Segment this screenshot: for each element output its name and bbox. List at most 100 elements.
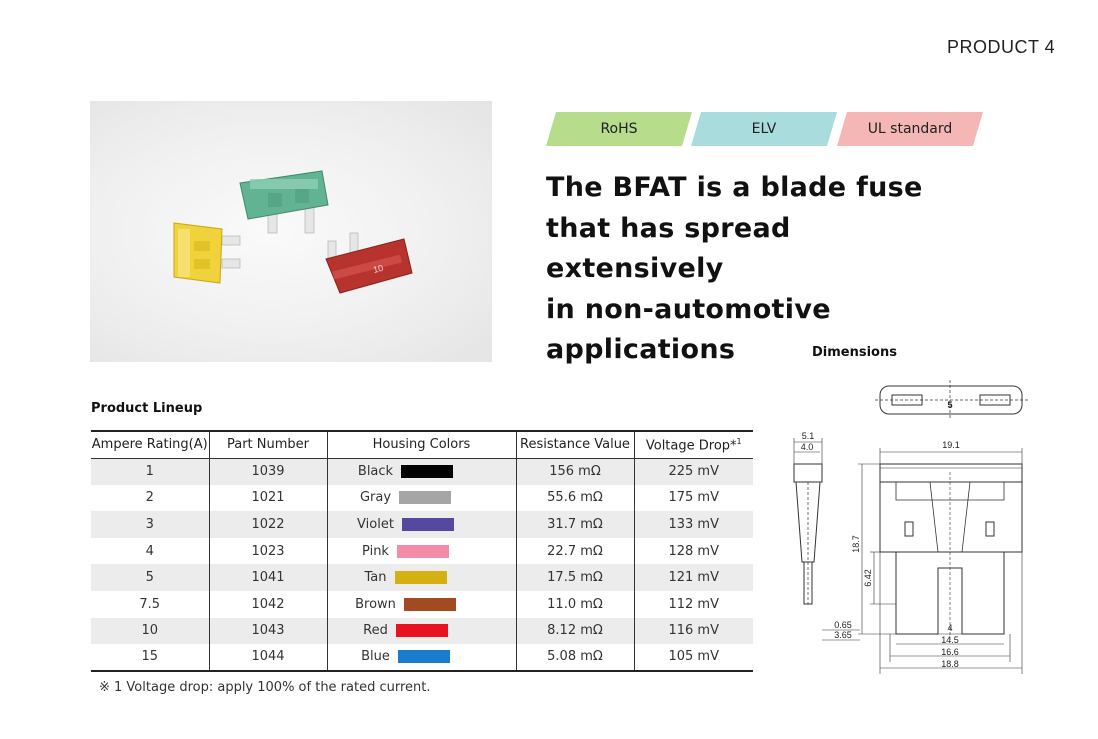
cell-part-number: 1022 [208,511,327,538]
dim-label: 16.6 [941,647,959,657]
table-row: 3 1022 Violet 31.7 mΩ 133 mV [91,511,753,538]
color-swatch [401,465,454,479]
color-swatch [395,624,448,638]
cell-part-number: 1044 [208,644,327,672]
cell-ampere: 5 [91,564,209,591]
header-housing-colors: Housing Colors [326,430,516,459]
color-name: Blue [361,649,390,665]
dim-label: 14.5 [941,635,959,645]
color-swatch [401,517,454,531]
table-body: 1 1039 Black 156 mΩ 225 mV 2 1021 Gray 55.6 mΩ 17… [91,458,753,672]
cell-housing-color: Red [326,617,516,645]
cell-voltage-drop: 175 mV [633,484,753,512]
dimension-drawing: 5 5.1 4.0 19.1 18.7 6.42 0.65 3.65 4 14.… [793,380,1028,674]
cell-ampere: 3 [91,511,209,538]
cell-part-number: 1042 [208,590,327,618]
dim-label: 19.1 [942,440,960,450]
header-part-number: Part Number [208,430,327,459]
color-swatch [394,571,447,585]
color-name: Violet [357,516,394,532]
badge-rohs: RoHS [546,112,692,146]
footnote: ※ 1 Voltage drop: apply 100% of the rate… [99,680,431,695]
cell-ampere: 10 [91,617,209,645]
cell-ampere: 1 [91,458,209,485]
table-row: 1 1039 Black 156 mΩ 225 mV [91,458,753,485]
cell-part-number: 1041 [208,564,327,591]
badge-elv: ELV [691,112,837,146]
cell-voltage-drop: 105 mV [633,644,753,672]
cell-voltage-drop: 121 mV [633,564,753,591]
cell-voltage-drop: 133 mV [633,511,753,538]
badge-ul-standard: UL standard [837,112,983,146]
dim-label: 5.1 [802,431,815,441]
cell-voltage-drop: 116 mV [633,617,753,645]
cell-housing-color: Violet [326,511,516,538]
yellow-fuse [173,222,241,284]
dim-label: 6.42 [863,569,873,587]
cell-housing-color: Tan [326,564,516,591]
red-fuse: 10 [325,232,413,294]
cell-voltage-drop: 128 mV [633,537,753,565]
cell-voltage-drop: 112 mV [633,590,753,618]
color-swatch [399,491,452,505]
page-label: PRODUCT 4 [947,37,1056,57]
cell-resistance: 5.08 mΩ [515,644,634,672]
headline-line: that has spread extensively [546,212,791,285]
table-row: 4 1023 Pink 22.7 mΩ 128 mV [91,537,753,565]
dim-label: 18.7 [851,535,861,553]
headline-line: The BFAT is a blade fuse [546,172,923,203]
table-row: 7.5 1042 Brown 11.0 mΩ 112 mV [91,590,753,618]
cell-resistance: 8.12 mΩ [515,617,634,645]
headline-line: in non-automotive [546,293,831,325]
cell-resistance: 31.7 mΩ [515,511,634,538]
color-swatch [396,544,449,558]
cell-part-number: 1039 [208,458,327,485]
cell-resistance: 17.5 mΩ [515,564,634,591]
cell-resistance: 22.7 mΩ [515,537,634,565]
table-row: 2 1021 Gray 55.6 mΩ 175 mV [91,484,753,512]
cell-resistance: 11.0 mΩ [515,590,634,618]
color-name: Pink [362,543,389,559]
dim-label: 4 [947,623,952,633]
dim-label: 3.65 [834,630,852,640]
color-name: Gray [359,490,392,506]
cell-housing-color: Blue [326,644,516,672]
color-name: Brown [355,596,396,612]
product-photo: 10 [90,101,492,362]
color-name: Black [357,464,394,480]
cell-voltage-drop: 225 mV [633,458,753,485]
table-row: 15 1044 Blue 5.08 mΩ 105 mV [91,644,753,672]
color-name: Tan [364,570,387,586]
color-name: Red [363,623,388,639]
cell-part-number: 1023 [208,537,327,565]
cell-ampere: 7.5 [139,596,161,612]
color-swatch [403,597,456,611]
table-header-row: Ampere Rating(A) Part Number Housing Col… [91,430,753,459]
table-row: 5 1041 Tan 17.5 mΩ 121 mV [91,564,753,591]
cell-ampere: 4 [145,543,154,559]
green-fuse [239,170,329,234]
header-voltage-drop-label: Voltage Drop* [645,437,737,453]
cell-resistance: 156 mΩ [515,458,634,485]
fuse-photo-illustration: 10 [173,170,413,294]
cell-ampere: 2 [145,490,154,506]
dim-label: 4.0 [801,442,814,452]
red-fuse-label: 10 [372,263,384,275]
headline-line: applications [546,334,736,365]
header-voltage-drop: Voltage Drop*1 [633,430,753,459]
cell-ampere: 15 [91,644,209,672]
dim-fuse-label: 5 [947,400,952,410]
header-footnote-mark: 1 [736,436,742,446]
cell-housing-color: Black [326,458,516,485]
product-lineup-table: Ampere Rating(A) Part Number Housing Col… [91,430,753,672]
cell-part-number: 1021 [208,484,327,512]
dimensions-title: Dimensions [812,345,897,360]
table-row: 10 1043 Red 8.12 mΩ 116 mV [91,617,753,645]
color-swatch [397,650,450,664]
header-ampere: Ampere Rating(A) [91,430,209,459]
headline: The BFAT is a blade fuse that has spread… [546,168,966,371]
cell-housing-color: Brown [326,590,516,618]
cell-resistance: 55.6 mΩ [515,484,634,512]
cell-housing-color: Gray [326,484,516,512]
lineup-title: Product Lineup [91,401,203,416]
